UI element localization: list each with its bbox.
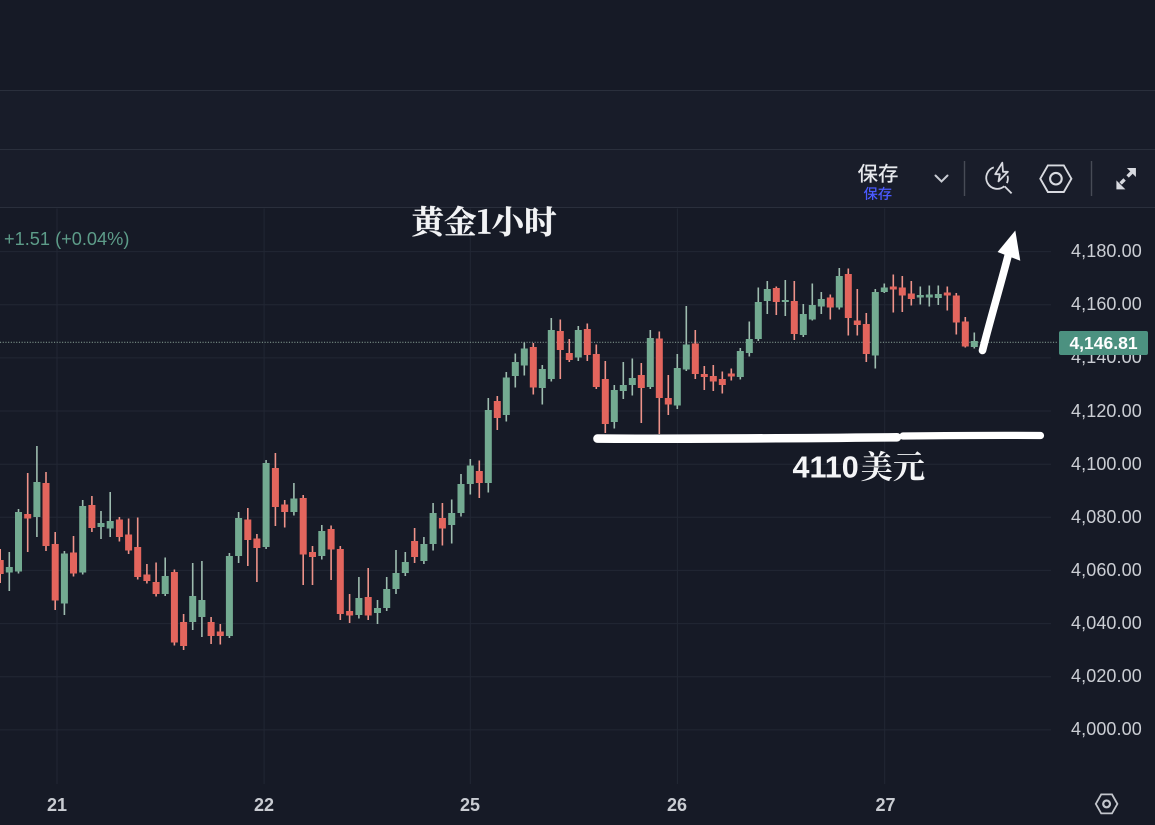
svg-text:4110: 4110 [793,450,859,484]
